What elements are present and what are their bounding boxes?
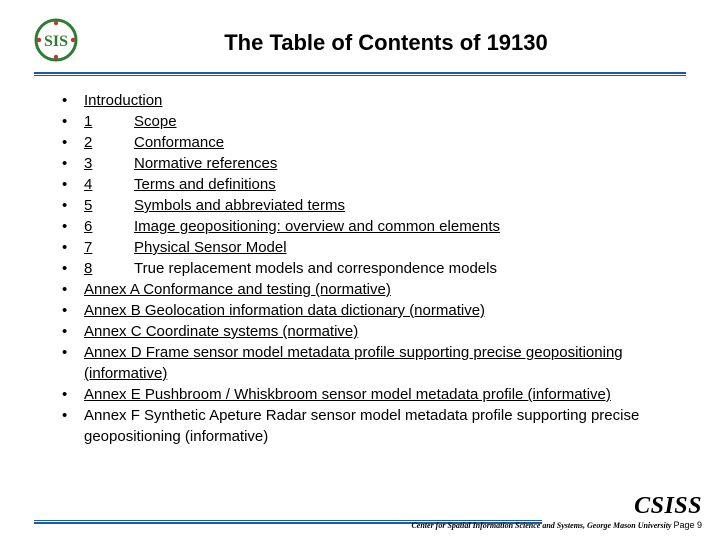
toc-entry: 1Scope <box>84 111 686 132</box>
footer-text: CSISS Center for Spatial Information Sci… <box>411 493 702 530</box>
toc-label: Conformance <box>134 134 224 151</box>
toc-item: •Annex C Coordinate systems (normative) <box>62 321 686 342</box>
toc-label: Physical Sensor Model <box>134 239 287 256</box>
toc-number: 1 <box>84 111 134 132</box>
bullet-icon: • <box>62 237 84 258</box>
toc-entry: Annex C Coordinate systems (normative) <box>84 321 686 342</box>
toc-label: Annex C Coordinate systems (normative) <box>84 323 358 340</box>
bullet-icon: • <box>62 153 84 174</box>
toc-item: •Annex B Geolocation information data di… <box>62 300 686 321</box>
toc-entry: 7Physical Sensor Model <box>84 237 686 258</box>
toc-entry: 5Symbols and abbreviated terms <box>84 195 686 216</box>
toc-label: Scope <box>134 113 177 130</box>
toc-number: 8 <box>84 258 134 279</box>
toc-entry: Annex D Frame sensor model metadata prof… <box>84 342 686 384</box>
bullet-icon: • <box>62 132 84 153</box>
toc-label: Annex B Geolocation information data dic… <box>84 302 485 319</box>
bullet-icon: • <box>62 195 84 216</box>
toc-entry: 6Image geopositioning: overview and comm… <box>84 216 686 237</box>
toc-entry: 2Conformance <box>84 132 686 153</box>
header: SIS The Table of Contents of 19130 <box>34 18 686 62</box>
toc-item: •Introduction <box>62 90 686 111</box>
toc-item: •2Conformance <box>62 132 686 153</box>
toc-number: 4 <box>84 174 134 195</box>
toc-item: •Annex A Conformance and testing (normat… <box>62 279 686 300</box>
toc-entry: Annex F Synthetic Apeture Radar sensor m… <box>84 405 686 447</box>
toc-label: Symbols and abbreviated terms <box>134 197 345 214</box>
bullet-icon: • <box>62 279 84 300</box>
toc-label: True replacement models and corresponden… <box>134 260 497 277</box>
divider-top <box>34 72 686 76</box>
toc-entry: Annex E Pushbroom / Whiskbroom sensor mo… <box>84 384 686 405</box>
toc-label: Annex F Synthetic Apeture Radar sensor m… <box>84 407 639 445</box>
bullet-icon: • <box>62 174 84 195</box>
toc-item: •1Scope <box>62 111 686 132</box>
toc-item: •Annex E Pushbroom / Whiskbroom sensor m… <box>62 384 686 405</box>
toc-number: 7 <box>84 237 134 258</box>
svg-text:SIS: SIS <box>44 33 68 50</box>
toc-label: Introduction <box>84 92 162 109</box>
bullet-icon: • <box>62 384 84 405</box>
bullet-icon: • <box>62 405 84 426</box>
toc-item: •3Normative references <box>62 153 686 174</box>
toc-entry: Annex A Conformance and testing (normati… <box>84 279 686 300</box>
toc-label: Annex A Conformance and testing (normati… <box>84 281 391 298</box>
toc-number: 3 <box>84 153 134 174</box>
toc-entry: 8True replacement models and corresponde… <box>84 258 686 279</box>
bullet-icon: • <box>62 111 84 132</box>
toc-item: •Annex F Synthetic Apeture Radar sensor … <box>62 405 686 447</box>
toc-label: Image geopositioning: overview and commo… <box>134 218 500 235</box>
toc-item: •Annex D Frame sensor model metadata pro… <box>62 342 686 384</box>
bullet-icon: • <box>62 300 84 321</box>
bullet-icon: • <box>62 90 84 111</box>
toc-label: Normative references <box>134 155 277 172</box>
toc-label: Annex D Frame sensor model metadata prof… <box>84 344 623 382</box>
slide: SIS The Table of Contents of 19130 •Intr… <box>0 0 720 540</box>
toc-number: 6 <box>84 216 134 237</box>
toc-entry: Introduction <box>84 90 686 111</box>
bullet-icon: • <box>62 321 84 342</box>
toc-entry: 3Normative references <box>84 153 686 174</box>
bullet-icon: • <box>62 216 84 237</box>
page-number: Page 9 <box>673 520 702 530</box>
slide-title: The Table of Contents of 19130 <box>86 24 686 56</box>
toc-label: Annex E Pushbroom / Whiskbroom sensor mo… <box>84 386 611 403</box>
toc-item: •8True replacement models and correspond… <box>62 258 686 279</box>
toc-item: •4Terms and definitions <box>62 174 686 195</box>
toc-item: •6Image geopositioning: overview and com… <box>62 216 686 237</box>
toc-label: Terms and definitions <box>134 176 276 193</box>
content-area: •Introduction•1Scope•2Conformance•3Norma… <box>34 90 686 447</box>
toc-item: •7Physical Sensor Model <box>62 237 686 258</box>
bullet-icon: • <box>62 258 84 279</box>
toc-list: •Introduction•1Scope•2Conformance•3Norma… <box>62 90 686 447</box>
footer: CSISS Center for Spatial Information Sci… <box>34 520 702 526</box>
toc-entry: Annex B Geolocation information data dic… <box>84 300 686 321</box>
toc-number: 2 <box>84 132 134 153</box>
bullet-icon: • <box>62 342 84 363</box>
footer-subline: Center for Spatial Information Science a… <box>411 520 702 530</box>
toc-item: •5Symbols and abbreviated terms <box>62 195 686 216</box>
footer-acronym: CSISS <box>411 493 702 520</box>
toc-number: 5 <box>84 195 134 216</box>
toc-entry: 4Terms and definitions <box>84 174 686 195</box>
org-logo: SIS <box>34 18 78 62</box>
